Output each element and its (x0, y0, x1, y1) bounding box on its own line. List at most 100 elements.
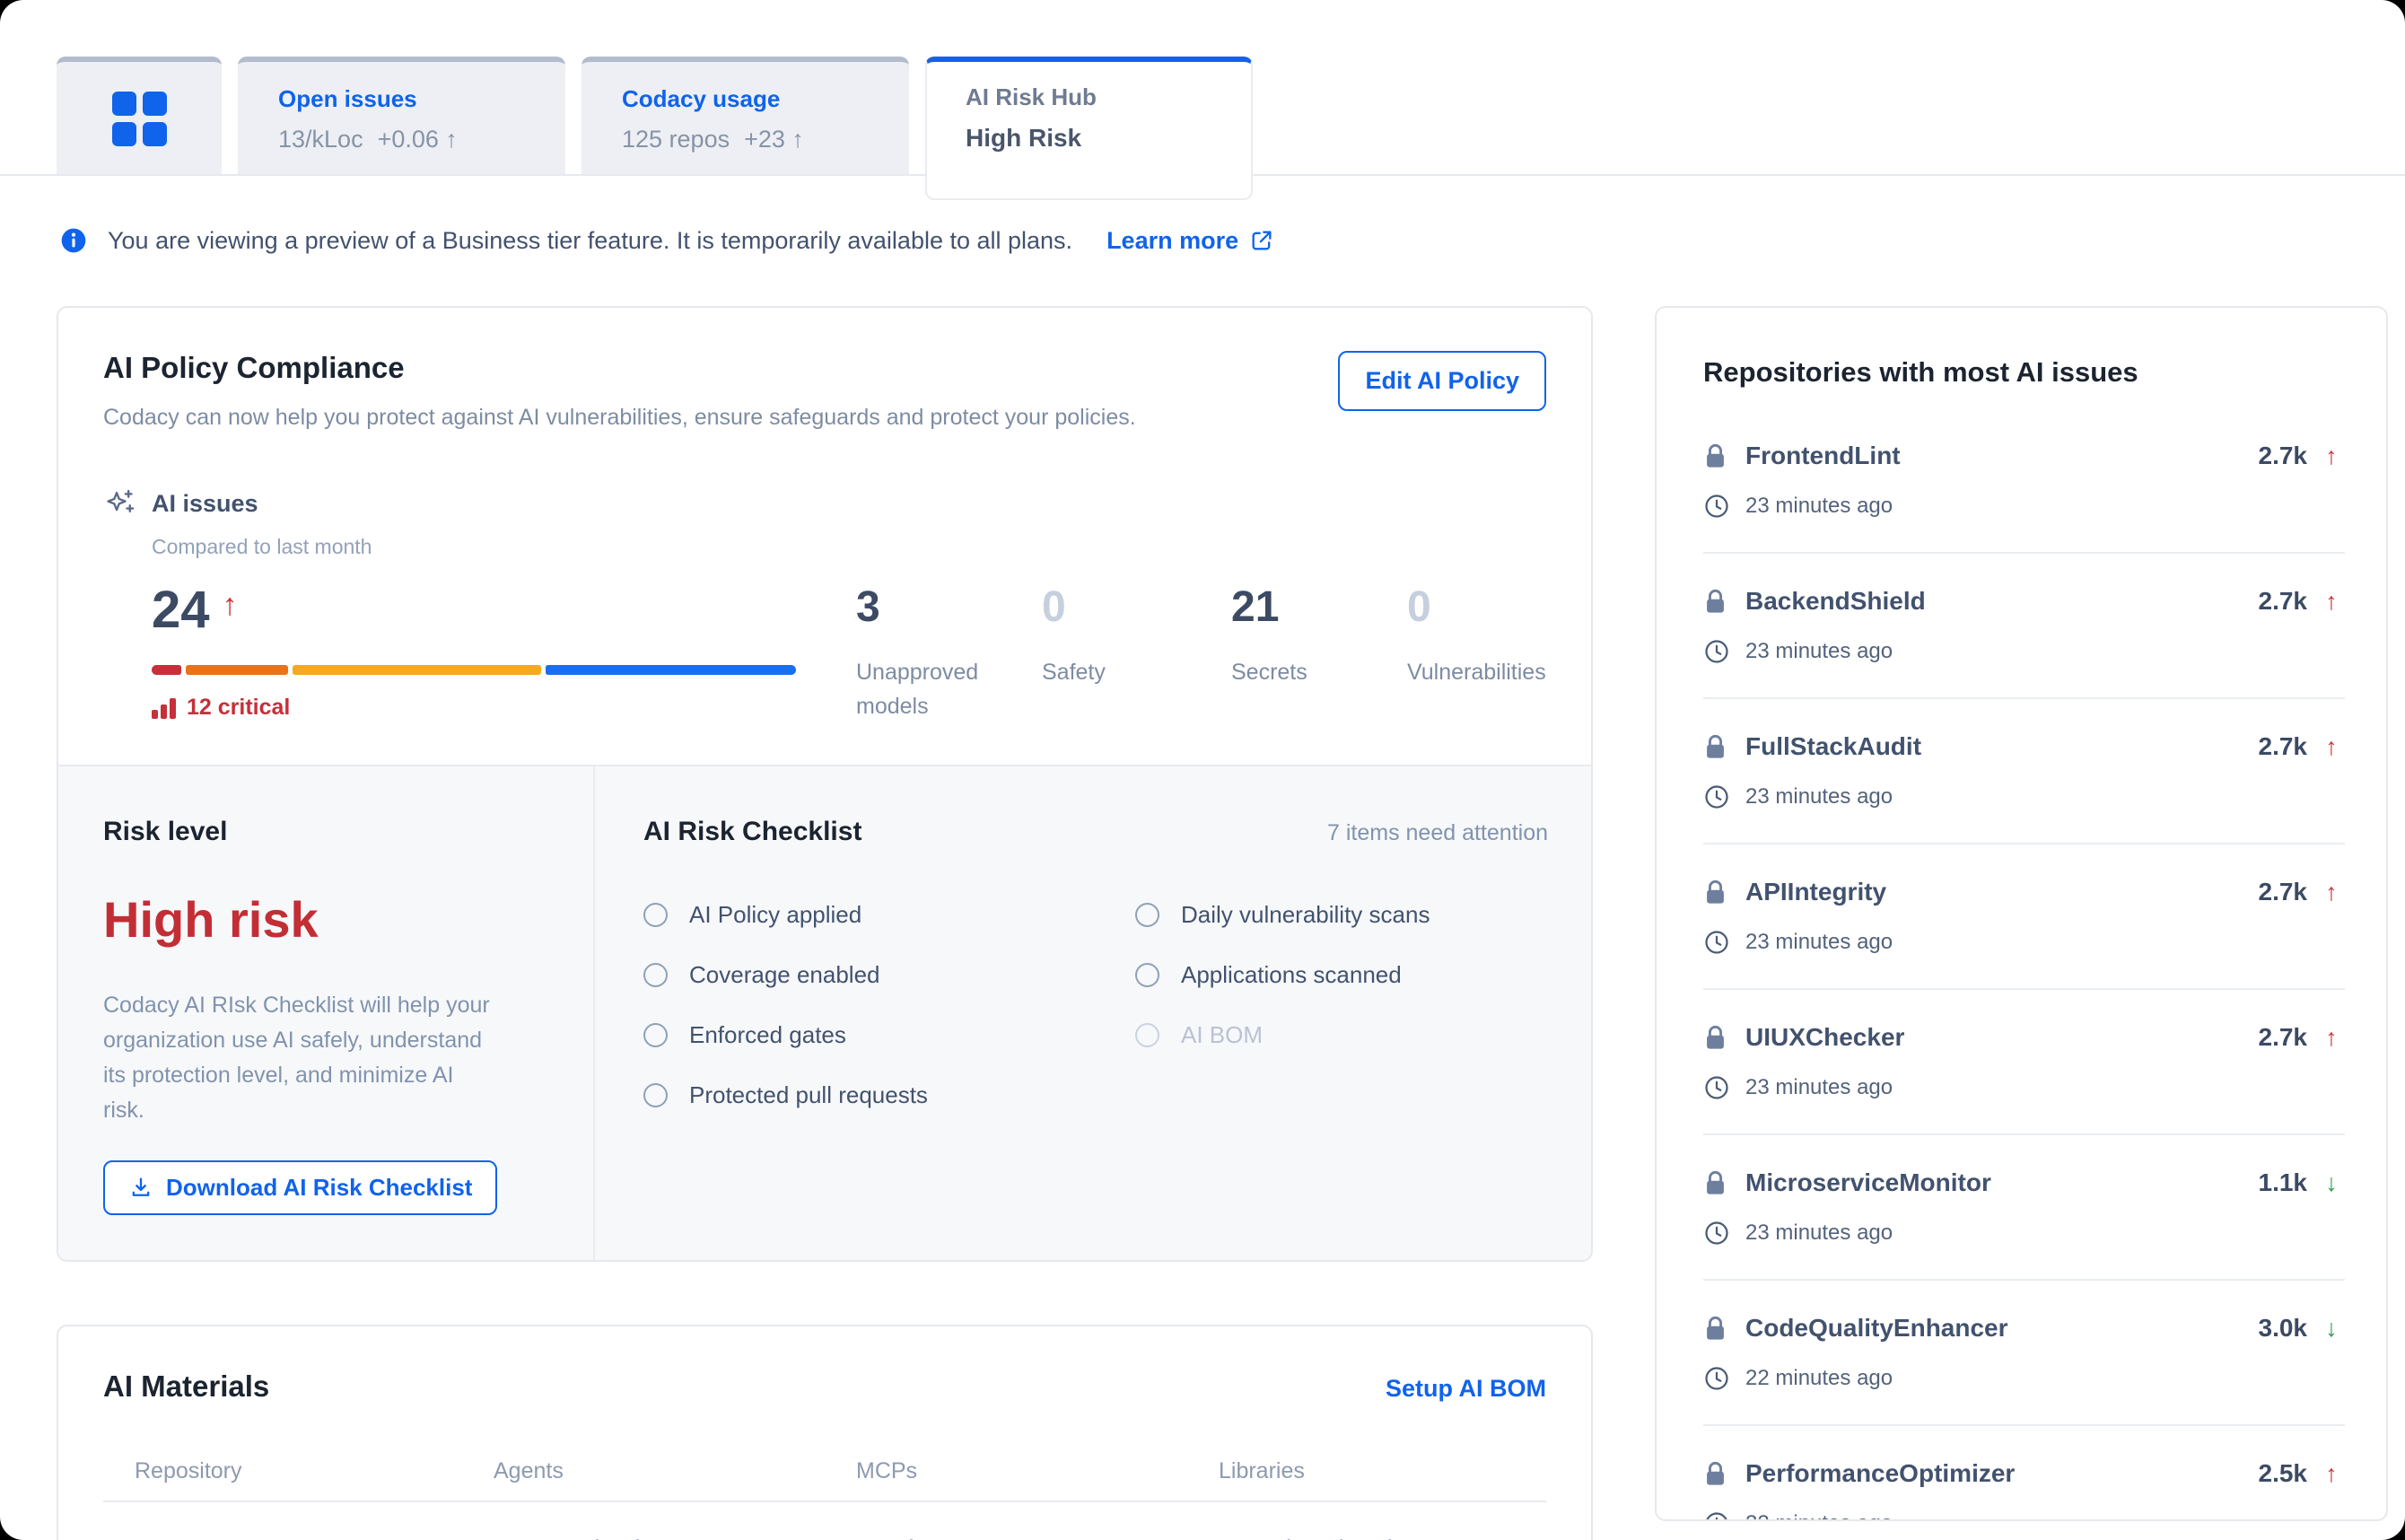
info-icon (61, 228, 86, 253)
checkbox-circle[interactable] (1135, 962, 1159, 987)
clock-icon (1705, 1221, 1728, 1245)
lock-icon (1707, 734, 1724, 758)
lock-icon (1707, 879, 1724, 904)
repo-name: UIUXChecker (1745, 1023, 1905, 1051)
tab-ai-risk-hub-value: High Risk (966, 124, 1082, 152)
checklist-item-label: AI Policy applied (689, 900, 862, 928)
repo-issue-count: 3.0k (2258, 1314, 2308, 1342)
repo-last-updated: 22 minutes ago (1745, 1366, 1893, 1390)
repo-last-updated: 23 minutes ago (1745, 1221, 1893, 1245)
repo-name: APIIntegrity (1745, 878, 1887, 906)
stat-label: Unapproved models (856, 659, 979, 719)
compliance-description: Codacy can now help you protect against … (103, 405, 1136, 430)
repo-issue-count: 2.7k (2258, 1023, 2308, 1051)
checklist-item-label: AI BOM (1181, 1020, 1264, 1048)
checkbox-circle[interactable] (1135, 902, 1159, 927)
tab-ai-risk-hub[interactable]: AI Risk Hub High Risk (925, 57, 1253, 200)
repo-list-item[interactable]: BackendShield 2.7k ↑ 23 minutes ago (1703, 554, 2345, 699)
stat-value: 3 (856, 583, 880, 631)
table-row[interactable]: api-gateway GPT-4, Claude Sonnet 1 activ… (103, 1500, 1546, 1540)
checkbox-circle[interactable] (643, 1022, 668, 1047)
clock-icon (1705, 1367, 1728, 1390)
tab-codacy-usage-label: Codacy usage (622, 85, 781, 112)
repo-list-item[interactable]: APIIntegrity 2.7k ↑ 23 minutes ago (1703, 844, 2345, 990)
repo-name: BackendShield (1745, 587, 1926, 615)
column-header: Libraries (1219, 1458, 1305, 1484)
tab-overview[interactable] (57, 57, 222, 176)
tab-open-issues[interactable]: Open issues 13/kLoc +0.06 ↑ (238, 57, 565, 176)
repositories-most-ai-issues-card: Repositories with most AI issues Fronten… (1655, 306, 2388, 1521)
top-tab-bar: Open issues 13/kLoc +0.06 ↑ Codacy usage… (0, 0, 2405, 200)
trend-arrow-icon: ↑ (2325, 1023, 2338, 1051)
learn-more-link[interactable]: Learn more (1106, 227, 1274, 255)
ai-materials-card: AI Materials Setup AI BOM Repository Age… (57, 1324, 1593, 1540)
repo-issue-count: 2.7k (2258, 442, 2308, 469)
cell-libraries: openai, anthropic (1219, 1536, 1546, 1540)
checklist-item-label: Applications scanned (1181, 960, 1402, 988)
checklist-item: AI Policy applied (643, 901, 1135, 929)
repo-issue-count: 2.5k (2258, 1459, 2308, 1487)
setup-ai-bom-link[interactable]: Setup AI BOM (1386, 1374, 1546, 1402)
external-link-icon (1252, 231, 1272, 250)
issue-stat: 0 Vulnerabilities (1407, 583, 1560, 723)
repo-name: MicroserviceMonitor (1745, 1168, 1991, 1196)
repo-issue-count: 2.7k (2258, 878, 2308, 906)
download-checklist-button[interactable]: Download AI Risk Checklist (103, 1159, 498, 1215)
ai-issues-bar (152, 665, 796, 675)
tab-codacy-usage[interactable]: Codacy usage 125 repos +23 ↑ (582, 57, 909, 176)
stat-label: Secrets (1231, 659, 1307, 685)
clock-icon (1705, 931, 1728, 954)
issue-stats: 3 Unapproved models 0 Safety (856, 583, 1560, 723)
tab-codacy-usage-delta: +23 ↑ (744, 126, 804, 153)
stat-label: Vulnerabilities (1407, 659, 1546, 685)
checklist-item: Protected pull requests (643, 1081, 1135, 1109)
checklist-item-label: Protected pull requests (689, 1081, 928, 1108)
checklist-item: Applications scanned (1135, 961, 1430, 989)
checkbox-circle[interactable] (1135, 1022, 1159, 1047)
checkbox-circle[interactable] (643, 902, 668, 927)
clock-icon (1706, 1512, 1727, 1519)
risk-level-value: High risk (103, 890, 319, 948)
stat-value: 0 (1407, 583, 1431, 631)
repo-list-item[interactable]: UIUXChecker 2.7k ↑ 23 minutes ago (1703, 990, 2345, 1135)
trend-arrow-icon: ↑ (2325, 878, 2338, 906)
lock-icon (1707, 1170, 1724, 1194)
checkbox-circle[interactable] (643, 962, 668, 987)
ai-issues-total: 24 (152, 581, 210, 639)
trend-up-icon: ↑ (222, 588, 238, 622)
bar-segment-critical (152, 665, 182, 675)
repo-list-item[interactable]: CodeQualityEnhancer 3.0k ↓ 22 minutes ag… (1703, 1281, 2345, 1426)
repo-last-updated: 23 minutes ago (1745, 494, 1893, 518)
repo-issue-count: 2.7k (2258, 587, 2308, 615)
trend-arrow-icon: ↓ (2325, 1168, 2338, 1196)
ai-policy-compliance-card: AI Policy Compliance Codacy can now help… (57, 306, 1593, 1262)
tab-ai-risk-hub-label: AI Risk Hub (966, 83, 1097, 110)
repo-list-item[interactable]: PerformanceOptimizer 2.5k ↑ 22 minutes a… (1703, 1426, 2345, 1519)
bar-chart-icon (152, 697, 176, 719)
stat-label: Safety (1042, 659, 1106, 685)
edit-ai-policy-button[interactable]: Edit AI Policy (1338, 351, 1546, 411)
column-header: Agents (494, 1458, 564, 1484)
repo-last-updated: 23 minutes ago (1745, 930, 1893, 954)
repo-issue-count: 2.7k (2258, 732, 2308, 760)
repo-list-item[interactable]: MicroserviceMonitor 1.1k ↓ 23 minutes ag… (1703, 1135, 2345, 1281)
compliance-title: AI Policy Compliance (103, 351, 405, 384)
lock-icon (1707, 443, 1724, 468)
checkbox-circle[interactable] (643, 1082, 668, 1107)
issue-stat: 0 Safety (1042, 583, 1231, 723)
issue-stat: 21 Secrets (1231, 583, 1407, 723)
trend-arrow-icon: ↑ (2325, 587, 2338, 615)
lock-icon (1707, 589, 1724, 613)
repo-name: FullStackAudit (1745, 732, 1922, 760)
repo-list-item[interactable]: FrontendLint 2.7k ↑ 23 minutes ago (1703, 408, 2345, 554)
clock-icon (1705, 494, 1728, 518)
grid-icon (111, 92, 167, 146)
repo-issue-count: 1.1k (2258, 1168, 2308, 1196)
risk-level-heading: Risk level (103, 816, 228, 846)
preview-banner: You are viewing a preview of a Business … (59, 226, 2405, 255)
download-icon (132, 1177, 150, 1197)
trend-arrow-icon: ↑ (2325, 1459, 2338, 1487)
repo-list-item[interactable]: FullStackAudit 2.7k ↑ 23 minutes ago (1703, 699, 2345, 844)
repo-name: FrontendLint (1745, 442, 1901, 469)
checklist-item-label: Enforced gates (689, 1020, 846, 1048)
